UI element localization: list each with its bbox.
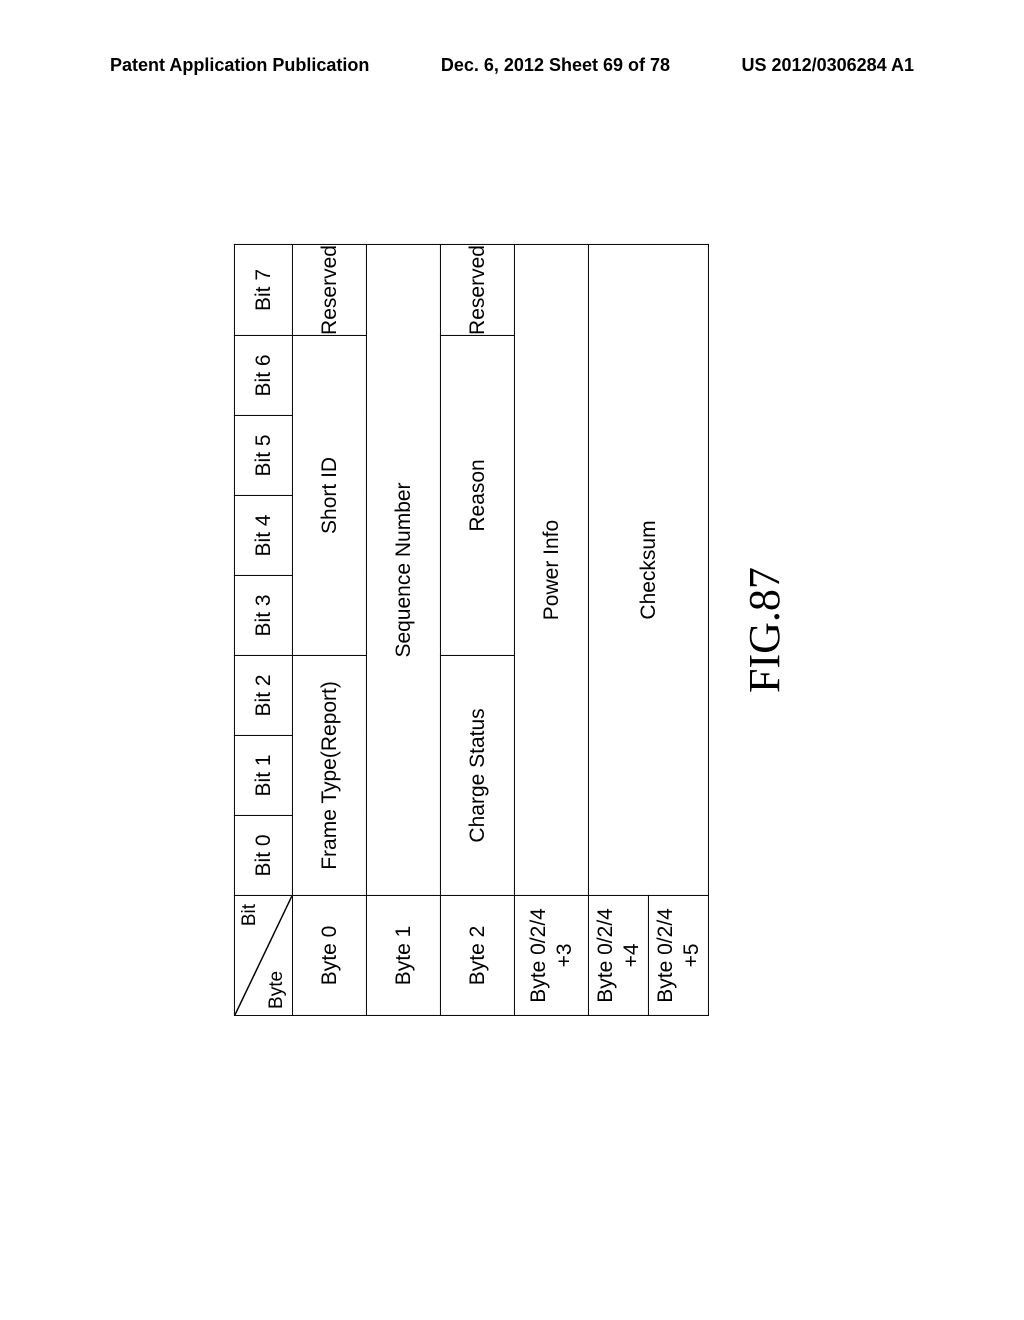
bit-header-6: Bit 6 bbox=[234, 335, 292, 415]
row-label-byte5: Byte 0/2/4 +5 bbox=[648, 895, 708, 1015]
corner-cell: Bit Byte bbox=[234, 895, 292, 1015]
cell-reserved-0: Reserved bbox=[292, 245, 366, 336]
bit-header-3: Bit 3 bbox=[234, 575, 292, 655]
cell-power-info: Power Info bbox=[514, 245, 588, 896]
row-label-byte1: Byte 1 bbox=[366, 895, 440, 1015]
figure-wrapper: Bit Byte Bit 0 Bit 1 Bit 2 Bit 3 Bit 4 B… bbox=[0, 180, 1024, 1080]
row-label-byte2: Byte 2 bbox=[440, 895, 514, 1015]
row-label-byte0: Byte 0 bbox=[292, 895, 366, 1015]
bit-header-4: Bit 4 bbox=[234, 495, 292, 575]
bit-header-7: Bit 7 bbox=[234, 245, 292, 336]
table-row: Byte 0/2/4 +3 Power Info bbox=[514, 245, 588, 1016]
cell-checksum: Checksum bbox=[588, 245, 708, 896]
header-left: Patent Application Publication bbox=[110, 55, 369, 76]
table-row: Byte 0 Frame Type(Report) Short ID Reser… bbox=[292, 245, 366, 1016]
row-label-byte4: Byte 0/2/4 +4 bbox=[588, 895, 648, 1015]
cell-reserved-2: Reserved bbox=[440, 245, 514, 336]
bit-header-0: Bit 0 bbox=[234, 815, 292, 895]
table-row: Byte 0/2/4 +4 Checksum bbox=[588, 245, 648, 1016]
bit-header-5: Bit 5 bbox=[234, 415, 292, 495]
cell-reason: Reason bbox=[440, 335, 514, 655]
cell-charge-status: Charge Status bbox=[440, 655, 514, 895]
patent-page-header: Patent Application Publication Dec. 6, 2… bbox=[0, 55, 1024, 76]
bit-byte-table: Bit Byte Bit 0 Bit 1 Bit 2 Bit 3 Bit 4 B… bbox=[234, 244, 709, 1016]
table-row: Byte 1 Sequence Number bbox=[366, 245, 440, 1016]
table-row: Byte 2 Charge Status Reason Reserved bbox=[440, 245, 514, 1016]
header-center: Dec. 6, 2012 Sheet 69 of 78 bbox=[441, 55, 670, 76]
header-row: Bit Byte Bit 0 Bit 1 Bit 2 Bit 3 Bit 4 B… bbox=[234, 245, 292, 1016]
bit-header-2: Bit 2 bbox=[234, 655, 292, 735]
rotated-figure: Bit Byte Bit 0 Bit 1 Bit 2 Bit 3 Bit 4 B… bbox=[234, 244, 790, 1016]
bit-header-1: Bit 1 bbox=[234, 735, 292, 815]
cell-sequence-number: Sequence Number bbox=[366, 245, 440, 896]
corner-top-label: Bit bbox=[239, 904, 261, 926]
figure-caption: FIG.87 bbox=[739, 244, 790, 1016]
row-label-byte3: Byte 0/2/4 +3 bbox=[514, 895, 588, 1015]
header-right: US 2012/0306284 A1 bbox=[742, 55, 914, 76]
cell-short-id: Short ID bbox=[292, 335, 366, 655]
cell-frame-type: Frame Type(Report) bbox=[292, 655, 366, 895]
corner-bottom-label: Byte bbox=[266, 971, 288, 1009]
